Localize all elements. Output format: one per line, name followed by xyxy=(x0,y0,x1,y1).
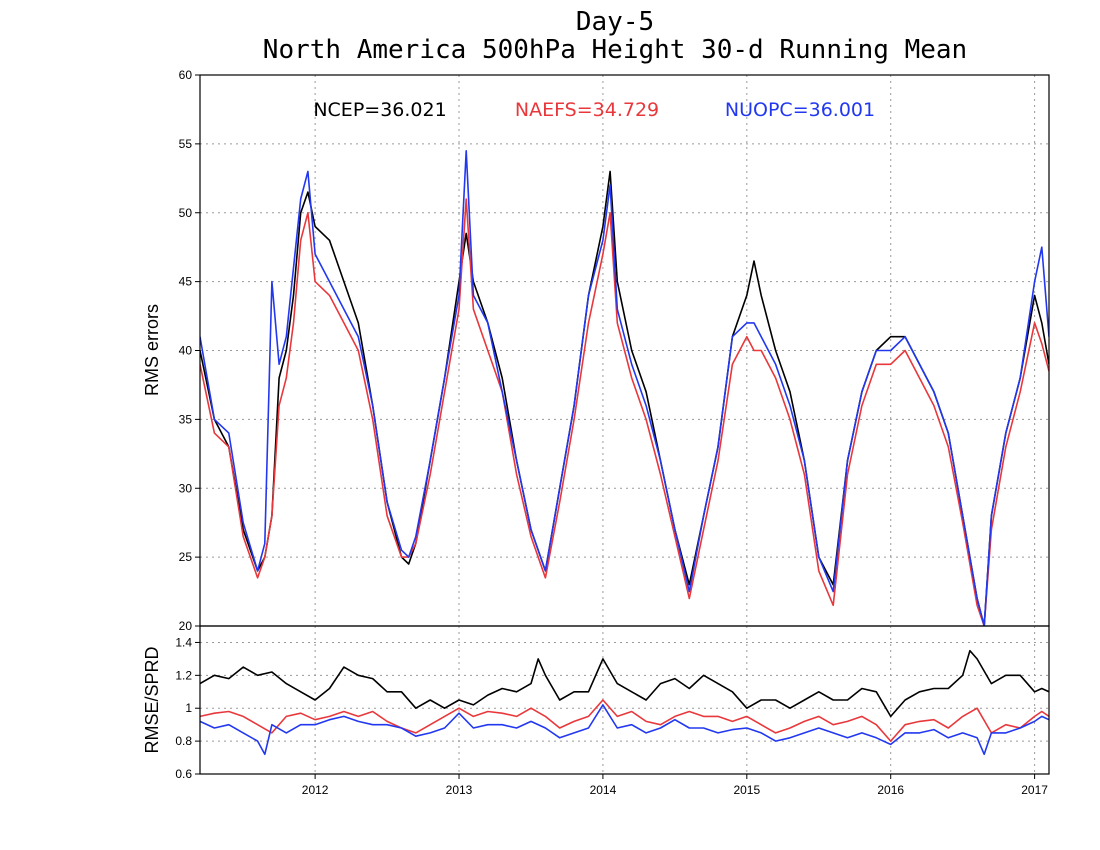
y-tick-label-top-4: 40 xyxy=(179,344,193,358)
series-line-bottom-ncep xyxy=(200,649,1049,718)
y-tick-label-top-5: 45 xyxy=(179,275,193,289)
y-tick-label-top-3: 35 xyxy=(179,412,193,426)
rms-errors-panel: 20 25 30 35 40 45 50 55 60 NCEP=36.021 NAEFS=34.72… xyxy=(179,68,1050,633)
y-tick-label-top-8: 60 xyxy=(179,68,193,82)
y-tick-label-bottom-2: 1 xyxy=(185,701,192,715)
y-tick-label-top-0: 20 xyxy=(179,619,193,633)
x-tick-label-5: 2017 xyxy=(1021,783,1048,797)
y-tick-label-top-2: 30 xyxy=(179,481,193,495)
rmse-sprd-panel: 0.6 0.8 1 1.2 1.4 2012 2013 2014 2015 2016 2017 xyxy=(175,625,1050,797)
x-tick-label-4: 2016 xyxy=(877,783,904,797)
stat-label-0: NCEP=36.021 xyxy=(313,99,446,121)
stat-label-2: NUOPC=36.001 xyxy=(725,99,875,121)
x-tick-label-1: 2013 xyxy=(446,783,473,797)
y-tick-label-bottom-4: 1.4 xyxy=(175,635,192,649)
series-line-bottom-naefs xyxy=(200,699,1049,742)
chart-subtitle: North America 500hPa Height 30-d Running… xyxy=(263,35,967,65)
series-line-top-ncep xyxy=(200,170,1049,626)
stat-label-1: NAEFS=34.729 xyxy=(515,99,659,121)
y-tick-label-bottom-3: 1.2 xyxy=(175,668,192,682)
y-tick-label-bottom-0: 0.6 xyxy=(175,767,192,781)
x-tick-label-0: 2012 xyxy=(302,783,329,797)
series-line-top-naefs xyxy=(200,198,1049,626)
x-tick-label-3: 2015 xyxy=(733,783,760,797)
chart-title: Day-5 xyxy=(576,7,654,37)
y-tick-label-bottom-1: 0.8 xyxy=(175,734,192,748)
y-tick-label-top-7: 55 xyxy=(179,137,193,151)
y-tick-label-top-6: 50 xyxy=(179,206,193,220)
y-axis-label-bottom: RMSE/SPRD xyxy=(142,646,162,753)
x-tick-label-2: 2014 xyxy=(590,783,617,797)
series-line-bottom-nuopc xyxy=(200,704,1049,756)
y-tick-label-top-1: 25 xyxy=(179,550,193,564)
plot-frame-bottom xyxy=(199,625,1050,775)
series-line-top-nuopc xyxy=(200,150,1049,626)
y-axis-label-top: RMS errors xyxy=(142,304,162,396)
